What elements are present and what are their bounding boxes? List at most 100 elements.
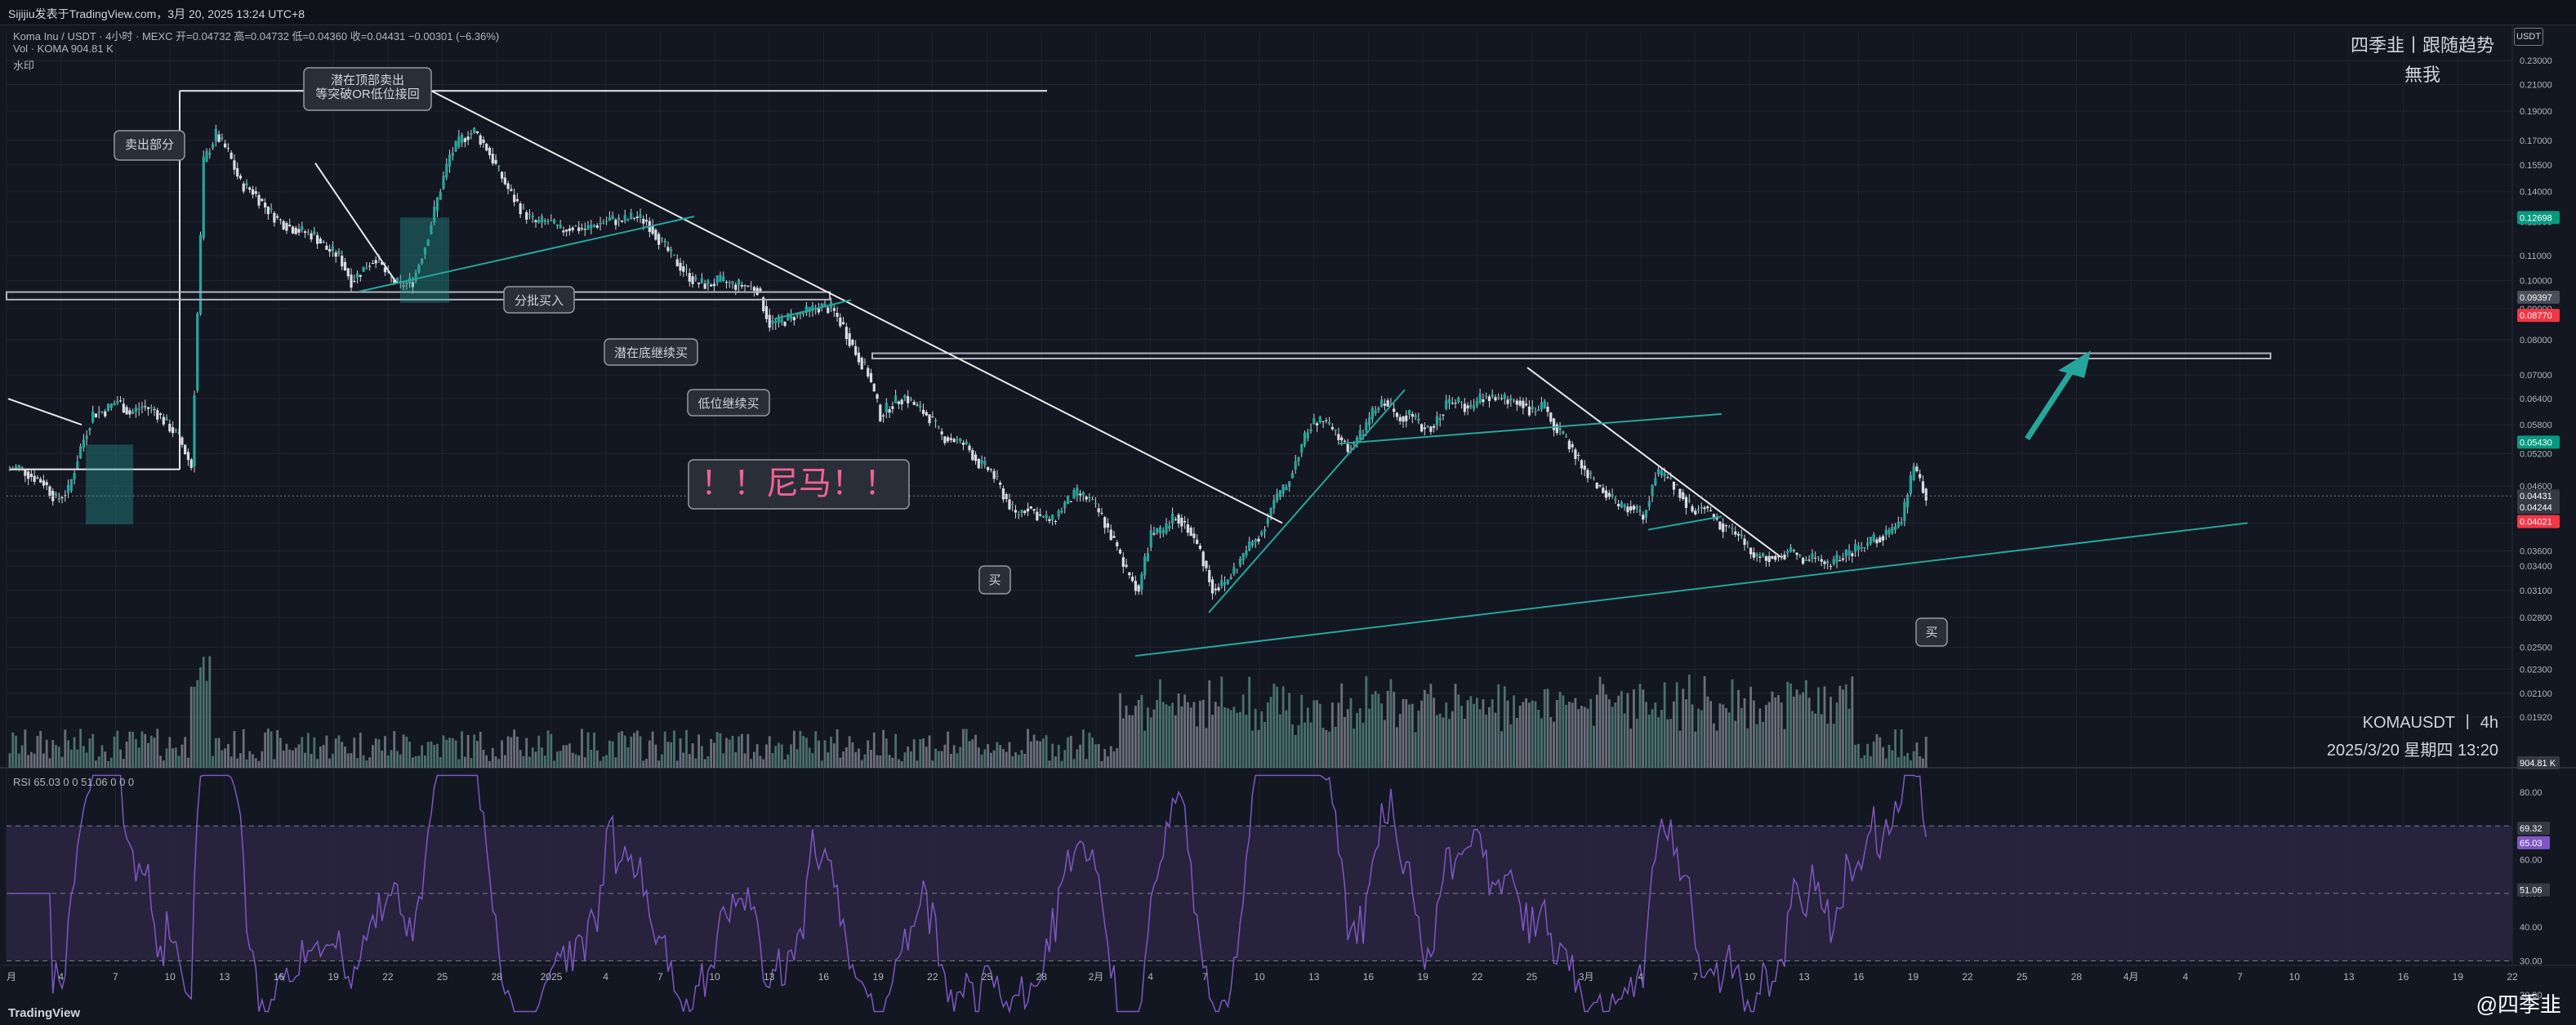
- candle-body: [1672, 481, 1676, 490]
- candle-body: [919, 405, 922, 408]
- candle-body: [1715, 518, 1718, 520]
- volume-bar: [162, 760, 165, 768]
- price-tick-label: 0.19000: [2520, 107, 2552, 117]
- volume-bar: [1384, 720, 1386, 768]
- volume-bar: [1767, 702, 1771, 768]
- volume-bar: [1891, 750, 1894, 768]
- volume-bar: [928, 735, 931, 768]
- candle-body: [1029, 506, 1032, 509]
- candle-body: [1506, 399, 1509, 404]
- volume-bar: [306, 733, 310, 768]
- candle-body: [17, 465, 20, 469]
- candle-body: [390, 277, 393, 279]
- volume-bar: [691, 743, 694, 768]
- volume-bar: [1103, 749, 1107, 768]
- volume-bar: [199, 666, 202, 768]
- tradingview-logo[interactable]: TradingView: [8, 1006, 80, 1020]
- price-tick-label: 0.03600: [2520, 546, 2552, 556]
- candle-body: [1577, 454, 1580, 457]
- volume-bar: [236, 758, 239, 768]
- volume-bar: [1642, 689, 1645, 768]
- volume-bar: [894, 733, 898, 768]
- volume-bar: [1607, 699, 1611, 768]
- candle-body: [620, 221, 624, 222]
- candle-body: [1306, 432, 1309, 439]
- candle-body: [430, 225, 433, 234]
- candle-body: [1066, 495, 1070, 504]
- candle-body: [1210, 579, 1214, 594]
- volume-bar: [91, 733, 95, 768]
- volume-bar: [740, 733, 743, 768]
- candle-body: [1130, 576, 1134, 582]
- volume-bar: [433, 744, 436, 768]
- candle-body: [1567, 440, 1571, 450]
- volume-bar: [1220, 676, 1223, 768]
- candle-body: [1866, 542, 1870, 546]
- time-tick-label: 22: [927, 971, 938, 983]
- volume-bar: [1715, 730, 1718, 768]
- candle-body: [848, 333, 851, 346]
- candle-body: [1248, 541, 1251, 551]
- candle-body: [328, 248, 332, 252]
- volume-bar: [771, 753, 774, 768]
- volume-bar: [1466, 700, 1469, 768]
- volume-bar: [1211, 715, 1214, 768]
- volume-bar: [1531, 700, 1534, 768]
- candle-body: [537, 220, 541, 223]
- volume-bar: [805, 738, 808, 768]
- annotation-callout: 低位继续买: [687, 389, 770, 417]
- volume-bar: [1682, 689, 1685, 768]
- candle-body: [1473, 405, 1476, 409]
- candle-body: [395, 277, 399, 282]
- candle-body: [1574, 449, 1577, 460]
- candle-body: [362, 266, 365, 272]
- volume-bar: [39, 730, 42, 768]
- volume-bar: [1143, 730, 1147, 768]
- volume-bar: [783, 759, 787, 768]
- rsi-tick-label: 80.00: [2520, 788, 2543, 798]
- volume-bar: [334, 738, 337, 768]
- volume-bar: [1598, 676, 1602, 768]
- candle-body: [85, 435, 88, 439]
- volume-label-text: 904.81 K: [2520, 759, 2556, 769]
- volume-bar: [679, 738, 682, 768]
- volume-bar: [381, 750, 384, 768]
- candle-body: [851, 339, 854, 345]
- price-label-text: 0.12698: [2520, 213, 2552, 223]
- volume-bar: [64, 729, 67, 768]
- candle-body: [180, 437, 184, 445]
- candle-body: [1786, 550, 1789, 554]
- volume-bar: [1085, 759, 1088, 768]
- candle-body: [1694, 510, 1697, 515]
- candle-body: [1106, 523, 1110, 528]
- volume-bar: [257, 760, 261, 768]
- volume-bar: [1294, 734, 1297, 768]
- candle-body: [282, 221, 285, 230]
- volume-bar: [442, 735, 445, 768]
- candle-body: [747, 285, 750, 287]
- volume-bar: [125, 741, 128, 768]
- price-label-badge: [2517, 501, 2560, 515]
- candle-body: [1764, 556, 1768, 561]
- candle-body: [577, 227, 581, 232]
- volume-bar: [149, 735, 153, 768]
- volume-bar: [1503, 686, 1506, 768]
- candle-body: [1245, 550, 1248, 556]
- candle-body: [740, 285, 743, 287]
- annotation-callout: ！！尼马！！: [688, 459, 910, 510]
- volume-bar: [660, 754, 663, 768]
- volume-bar: [851, 742, 854, 768]
- candle-body: [1767, 555, 1771, 563]
- candle-body: [461, 134, 464, 143]
- teal-trend-1: [359, 216, 695, 292]
- volume-bar: [823, 740, 827, 768]
- volume-bar: [344, 746, 346, 768]
- candle-body: [934, 420, 938, 422]
- volume-bar: [586, 732, 590, 768]
- candle-body: [1722, 523, 1725, 533]
- candle-body: [1531, 406, 1534, 410]
- currency-button[interactable]: USDT: [2514, 28, 2543, 46]
- candle-body: [69, 479, 73, 491]
- annotation-callout: 卖出部分: [114, 130, 185, 161]
